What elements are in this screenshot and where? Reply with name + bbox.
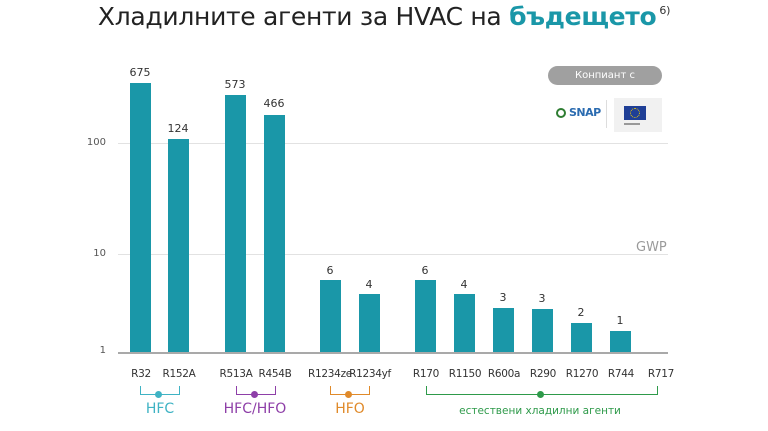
bar-r454b (264, 115, 285, 352)
y-axis-unit-label: GWP (636, 240, 667, 255)
group-dot-natural (537, 391, 544, 398)
bar-r744 (610, 331, 631, 352)
bar-r152a (168, 139, 189, 352)
bar-value: 6 (421, 264, 429, 277)
logo-divider (606, 100, 607, 128)
title-footnote: 6) (659, 4, 671, 17)
eu-commission-logo (614, 98, 662, 132)
bar-r600a (493, 308, 514, 352)
bar-value: 675 (129, 66, 151, 79)
group-label-natural: естествени хладилни агенти (459, 405, 621, 417)
bar-value: 3 (499, 291, 507, 304)
compliance-badge: Конпиант с (548, 66, 662, 85)
x-label-r454b: R454B (258, 368, 292, 380)
bar-r290 (532, 309, 553, 352)
bar-value: 2 (577, 306, 585, 319)
bar-value: 466 (263, 97, 285, 110)
bar-value: 4 (460, 278, 468, 291)
group-dot-hfc-hfo (251, 391, 258, 398)
bar-value: 6 (326, 264, 334, 277)
x-label-r170: R170 (412, 368, 440, 380)
bar-r1270 (571, 323, 592, 352)
eu-flag-icon (624, 106, 646, 120)
x-label-r1234ze: R1234ze (308, 368, 352, 380)
group-dot-hfo (345, 391, 352, 398)
x-label-r1234yf: R1234yf (349, 368, 391, 380)
gridline-10 (118, 254, 668, 255)
x-label-r152a: R152A (162, 368, 196, 380)
title-prefix: Хладилните агенти за HVAC на (97, 2, 502, 31)
x-label-r1270: R1270 (565, 368, 599, 380)
chart-title: Хладилните агенти за HVAC на бъдещето 6) (0, 2, 768, 31)
y-tick-10: 10 (93, 248, 106, 259)
y-tick-1: 1 (99, 345, 106, 356)
x-label-r32: R32 (131, 368, 151, 380)
bar-value: 3 (538, 292, 546, 305)
x-label-r600a: R600a (487, 368, 521, 380)
bar-r1234yf (359, 294, 380, 352)
x-label-r1150: R1150 (448, 368, 482, 380)
bar-r170 (415, 280, 436, 352)
bar-r513a (225, 95, 246, 352)
group-label-hfc-hfo: HFC/HFO (223, 401, 287, 417)
bar-value: 124 (167, 122, 189, 135)
bar-value: 4 (365, 278, 373, 291)
bar-value: 573 (224, 78, 246, 91)
bar-r1150 (454, 294, 475, 352)
bar-value: 1 (616, 314, 624, 327)
group-dot-hfc (155, 391, 162, 398)
snap-logo: SNAP (556, 106, 601, 119)
group-label-hfc: HFC (145, 401, 175, 417)
x-axis-baseline (118, 352, 668, 354)
gridline-100 (118, 143, 668, 144)
group-label-hfo: HFO (335, 401, 365, 417)
x-label-r744: R744 (607, 368, 635, 380)
title-highlight: бъдещето (509, 2, 657, 31)
bar-r1234ze (320, 280, 341, 352)
x-label-r513a: R513A (219, 368, 253, 380)
x-label-r290: R290 (529, 368, 557, 380)
y-tick-100: 100 (86, 137, 106, 148)
x-label-r717: R717 (647, 368, 675, 380)
bar-r32 (130, 83, 151, 352)
epa-seal-icon (556, 108, 566, 118)
